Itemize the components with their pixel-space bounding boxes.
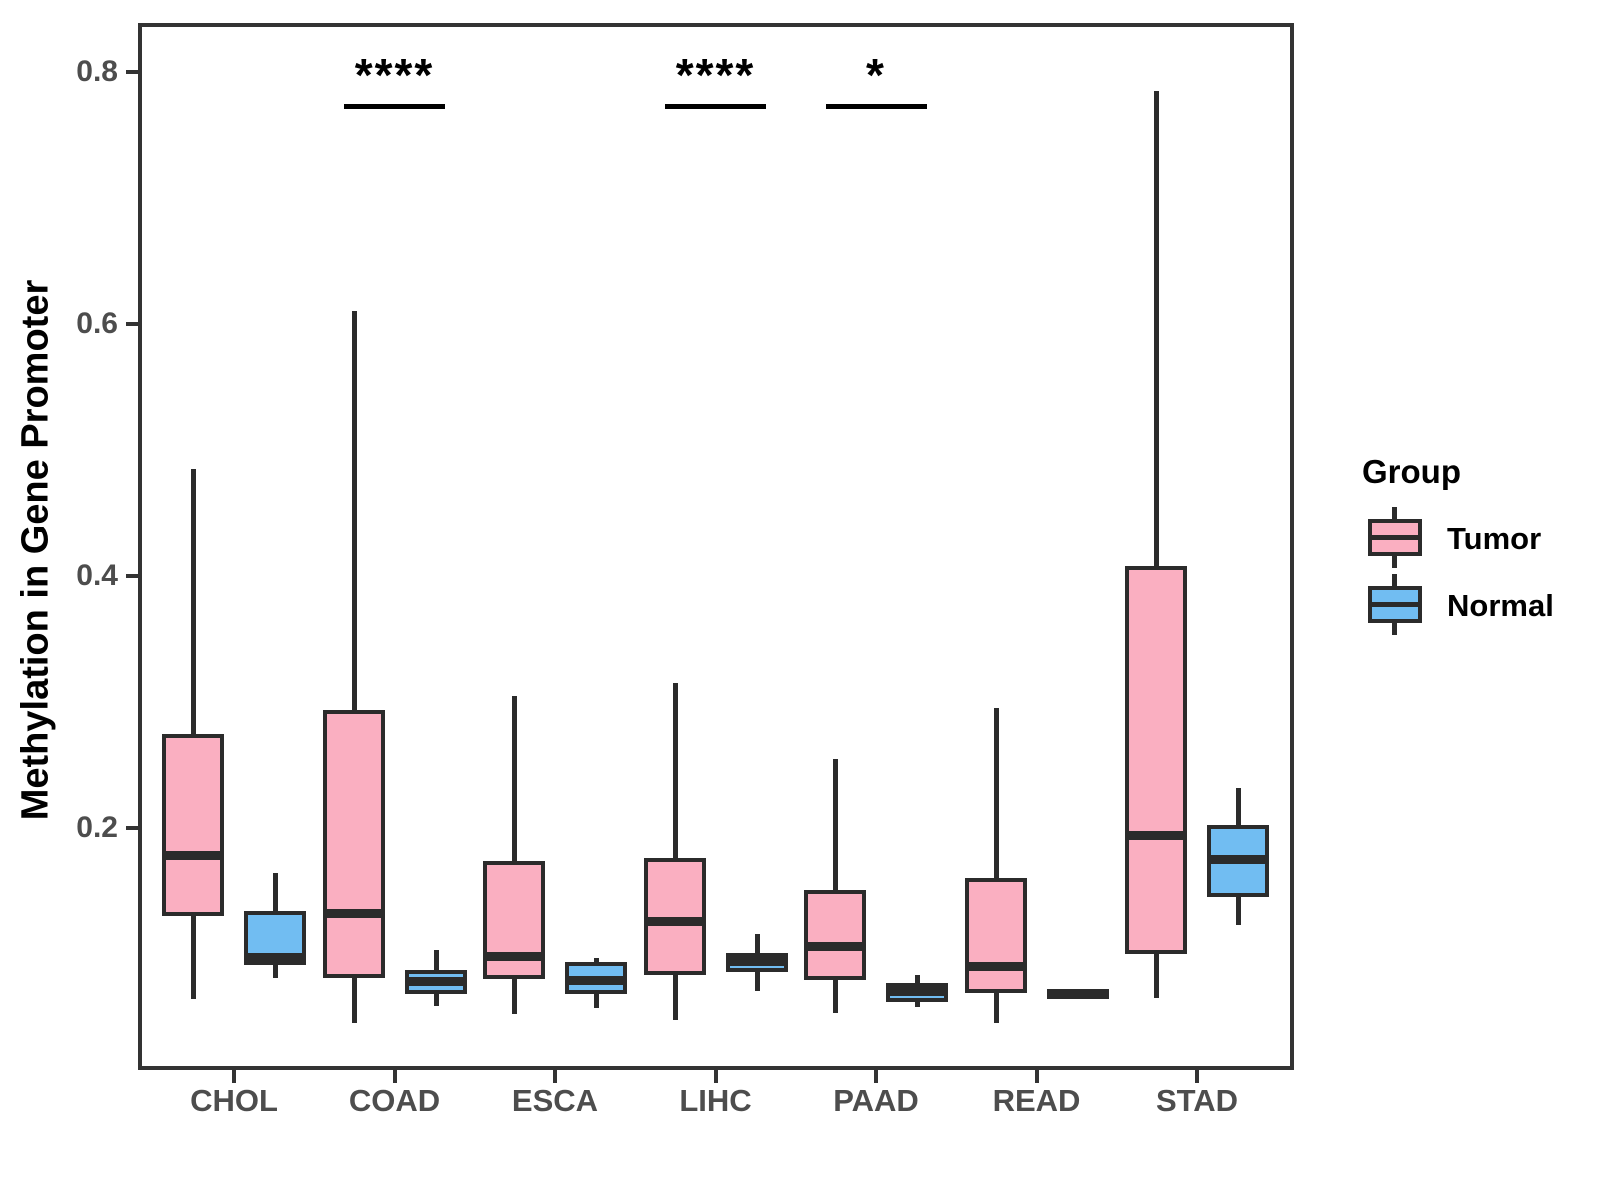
y-tick-mark [126,826,138,830]
y-axis-title: Methylation in Gene Promoter [14,279,57,821]
x-tick-label: CHOL [190,1083,278,1118]
tumor-whisker-COAD [351,311,357,1024]
legend-median-tumor [1368,535,1422,540]
x-tick-mark [553,1070,557,1083]
normal-median-STAD [1207,855,1269,864]
tumor-box-PAAD [804,889,866,981]
x-tick-label: READ [992,1083,1081,1118]
tumor-whisker-STAD [1154,90,1159,999]
significance-bar-COAD [344,104,445,109]
y-tick-label: 0.2 [76,811,118,844]
x-tick-mark [1034,1070,1039,1083]
y-tick-label: 0.4 [76,559,118,592]
tumor-box-COAD [322,709,385,978]
normal-median-PAAD [886,987,948,997]
tumor-whisker-PAAD [833,758,838,1014]
x-tick-label: ESCA [511,1083,599,1118]
x-tick-mark [874,1070,878,1083]
x-tick-label: LIHC [679,1083,752,1118]
tumor-box-STAD [1125,565,1187,954]
x-tick-mark [713,1070,718,1083]
normal-median-ESCA [565,975,627,985]
tumor-box-CHOL [162,733,224,917]
significance-bar-PAAD [825,104,927,109]
tumor-box-READ [964,878,1027,994]
x-tick-label: COAD [348,1083,441,1118]
tumor-median-CHOL [162,851,224,861]
x-tick-label: PAAD [833,1083,919,1118]
x-tick-mark [392,1070,397,1083]
tumor-whisker-READ [993,708,999,1024]
tumor-median-LIHC [643,916,706,926]
y-tick-label: 0.8 [76,55,118,88]
tumor-median-STAD [1125,831,1187,841]
significance-stars-COAD: **** [354,49,435,101]
y-tick-label: 0.6 [76,307,118,340]
y-tick-mark [126,70,138,74]
tumor-whisker-LIHC [672,683,678,1020]
plot-panel [138,23,1294,1070]
significance-stars-PAAD: * [866,49,886,101]
x-tick-mark [232,1070,236,1083]
normal-median-LIHC [725,957,788,967]
legend-title: Group [1362,453,1461,490]
normal-median-CHOL [244,953,306,963]
x-tick-mark [1195,1070,1199,1083]
legend-label-normal: Normal [1447,588,1554,623]
tumor-median-ESCA [483,952,545,962]
normal-median-COAD [404,977,467,987]
significance-stars-LIHC: **** [675,49,756,101]
tumor-whisker-ESCA [512,695,517,1015]
legend-median-normal [1368,602,1422,607]
y-tick-mark [126,574,138,578]
legend-label-tumor: Tumor [1447,521,1542,556]
tumor-box-ESCA [483,860,545,980]
tumor-median-PAAD [804,941,866,951]
significance-bar-LIHC [665,104,766,109]
tumor-median-READ [964,962,1027,972]
y-tick-mark [126,322,138,326]
normal-median-READ [1046,989,1109,999]
x-tick-label: STAD [1155,1083,1239,1118]
tumor-median-COAD [322,909,385,919]
